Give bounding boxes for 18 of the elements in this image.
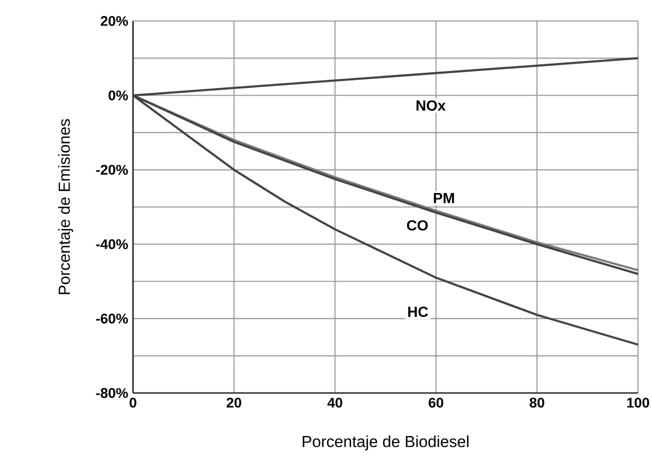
series-label: PM	[434, 193, 454, 204]
x-tick-label: 100	[627, 398, 650, 408]
y-tick-label: -40%	[96, 239, 128, 250]
series-label: NOx	[416, 100, 446, 111]
y-tick-label: 0%	[108, 90, 128, 100]
x-tick-label: 80	[530, 398, 544, 408]
x-axis-title: Porcentaje de Biodiesel	[302, 435, 468, 450]
x-tick-label: 60	[428, 398, 444, 408]
y-axis-title: Porcentaje de Emisiones	[58, 119, 74, 294]
x-tick-label: 20	[226, 398, 242, 408]
x-tick-label: 40	[327, 398, 342, 408]
y-tick-label: 20%	[100, 16, 128, 26]
text: HC	[408, 306, 428, 317]
y-tick-label: -20%	[96, 164, 128, 175]
series-label: CO	[407, 220, 428, 231]
y-tick-label: -80%	[96, 388, 128, 398]
x-tick-label: 0	[130, 398, 136, 408]
y-tick-label: -60%	[96, 314, 128, 324]
